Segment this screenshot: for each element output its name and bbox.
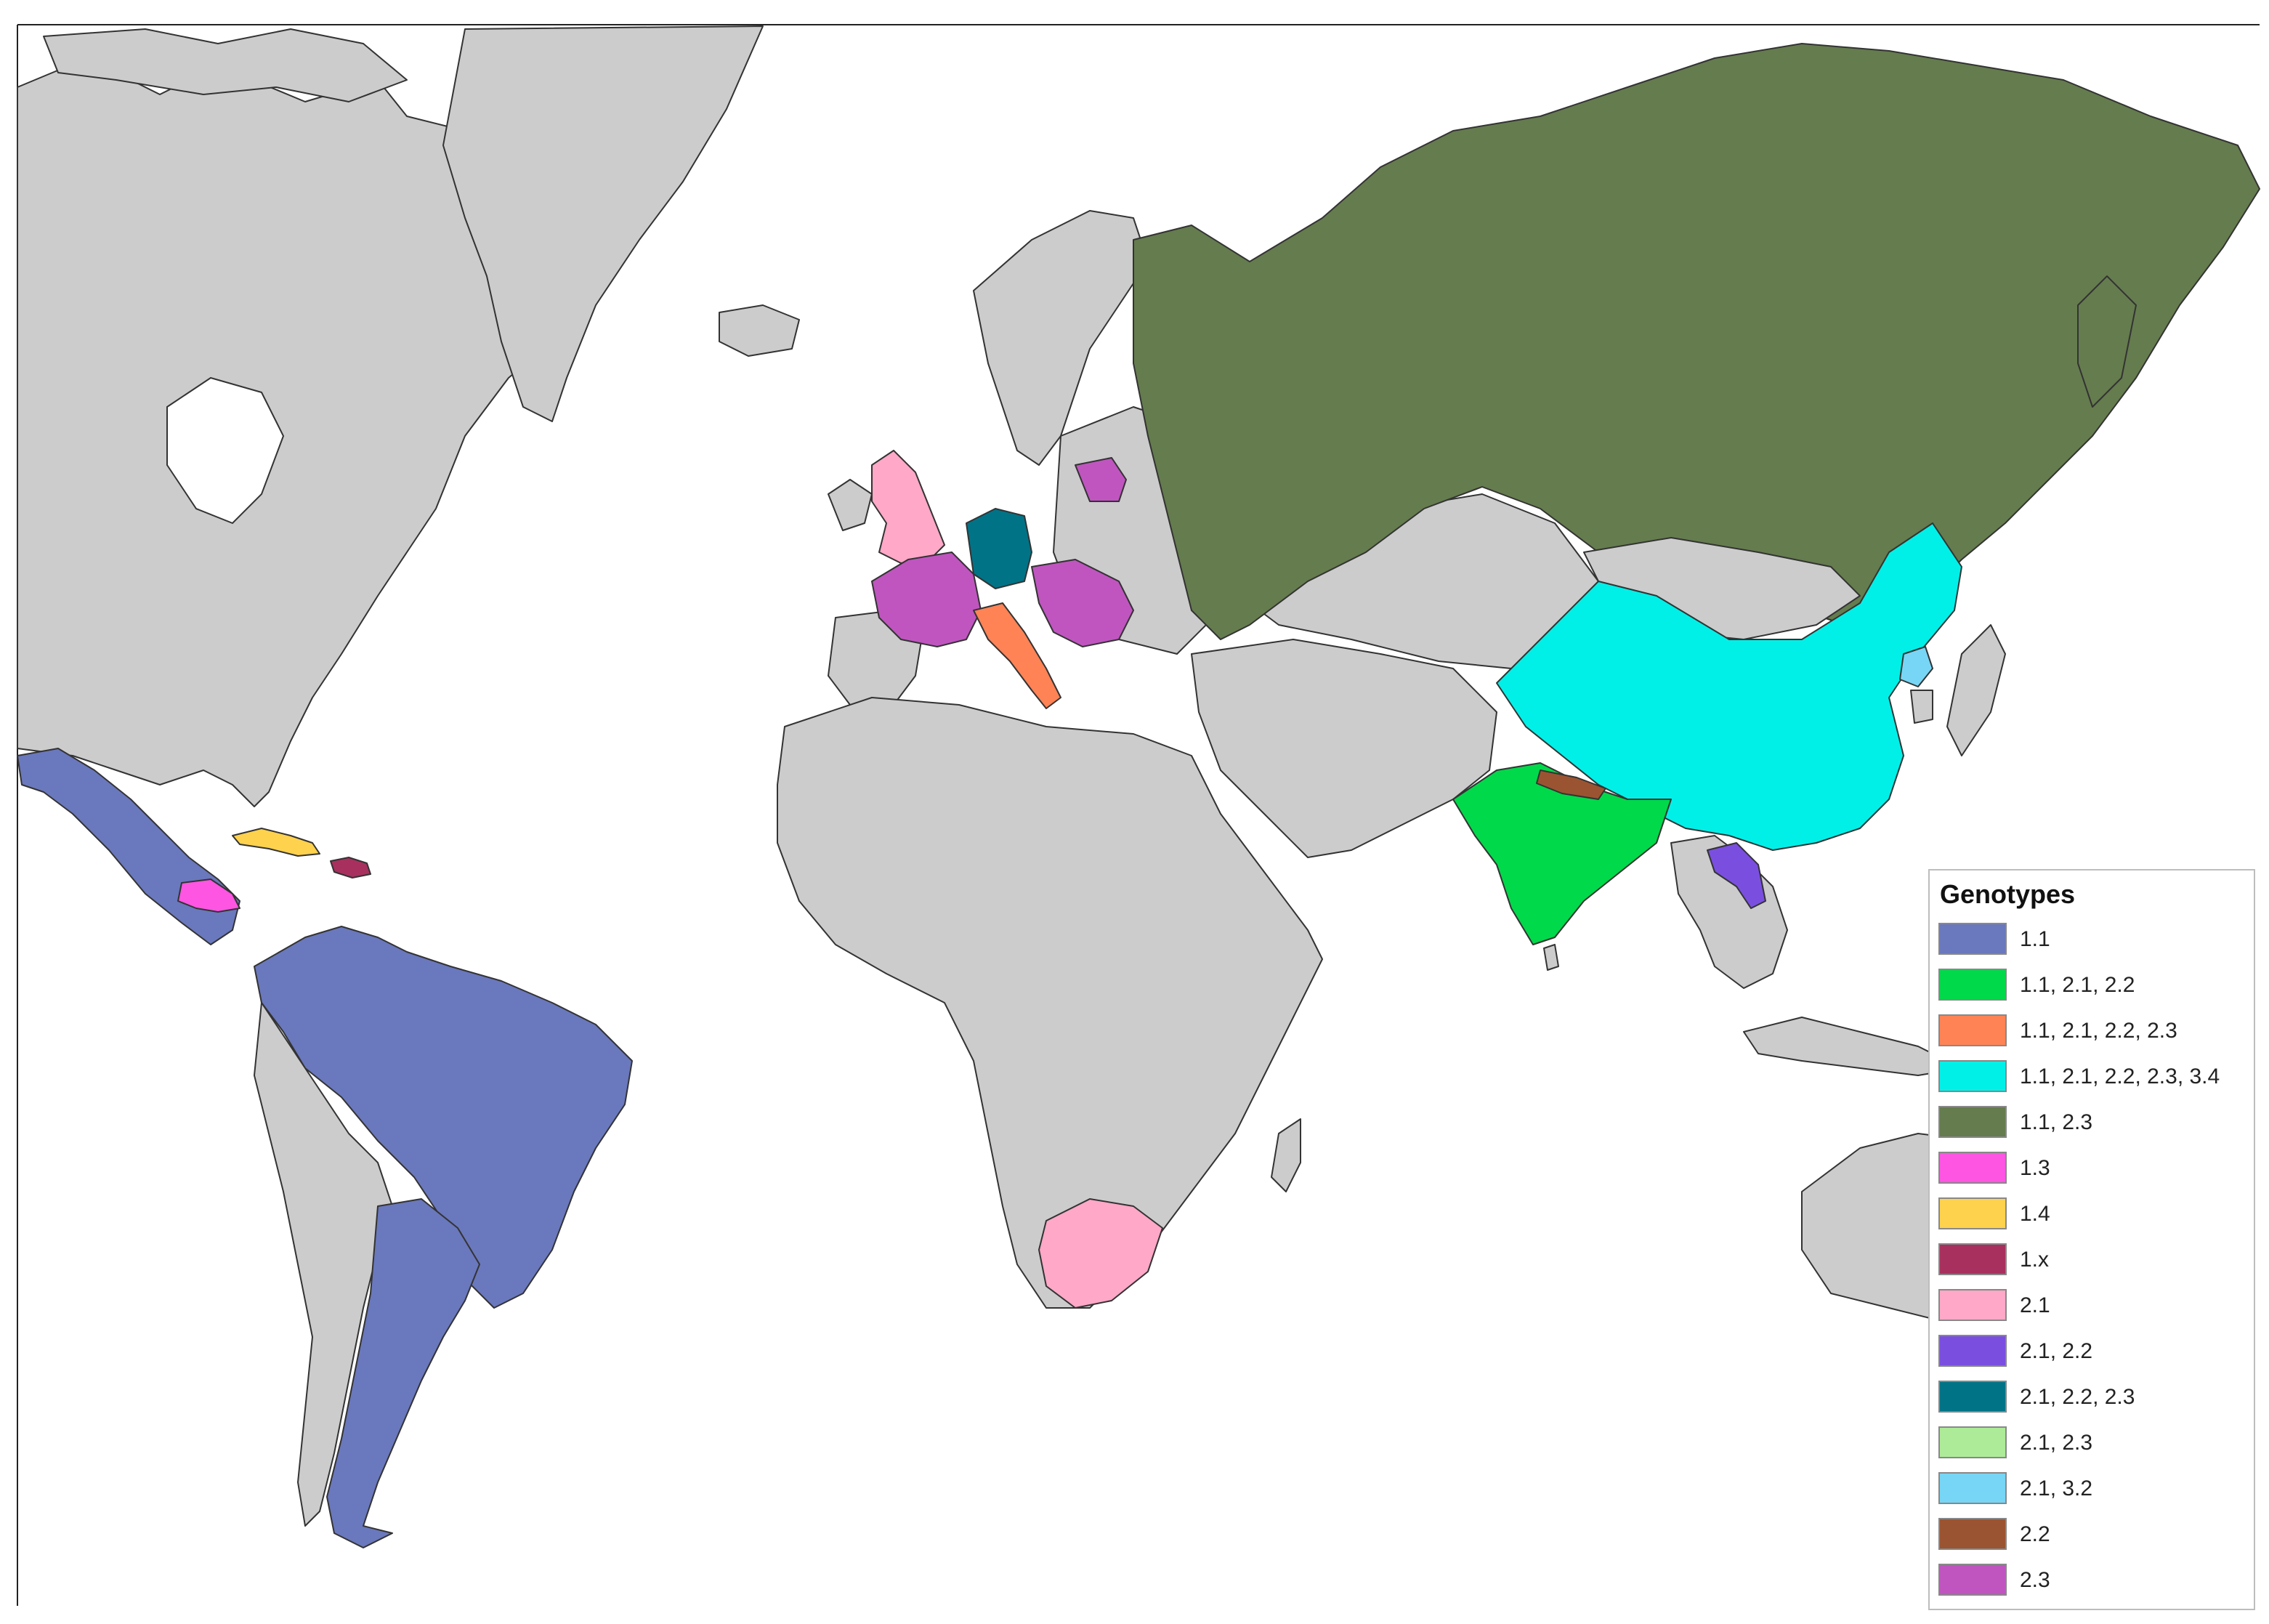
legend-swatch xyxy=(1938,1152,2007,1184)
map-legend: Genotypes 1.1 1.1, 2.1, 2.2 1.1, 2.1, 2.2,… xyxy=(1928,869,2255,1610)
legend-swatch xyxy=(1938,1289,2007,1321)
legend-item: 1.x xyxy=(1938,1243,2251,1278)
legend-item: 1.1, 2.1, 2.2, 2.3, 3.4 xyxy=(1938,1060,2251,1095)
legend-swatch xyxy=(1938,1472,2007,1504)
legend-swatch xyxy=(1938,1564,2007,1596)
legend-item: 1.1, 2.3 xyxy=(1938,1106,2251,1141)
legend-swatch xyxy=(1938,1518,2007,1550)
legend-swatch xyxy=(1938,1060,2007,1092)
legend-item: 2.1, 2.3 xyxy=(1938,1426,2251,1461)
legend-label: 1.4 xyxy=(2020,1202,2050,1227)
legend-item: 1.1, 2.1, 2.2, 2.3 xyxy=(1938,1014,2251,1049)
legend-swatch xyxy=(1938,1381,2007,1413)
region-mexico-central-america xyxy=(17,748,240,945)
land-korea-south xyxy=(1911,690,1933,723)
legend-label: 2.3 xyxy=(2020,1568,2050,1593)
land-scotland-ireland xyxy=(828,480,872,530)
legend-label: 2.2 xyxy=(2020,1522,2050,1547)
land-middle-east xyxy=(1192,639,1497,857)
region-cuba xyxy=(232,828,320,856)
legend-label: 1.1, 2.1, 2.2, 2.3 xyxy=(2020,1019,2177,1043)
region-united-kingdom xyxy=(872,451,945,563)
legend-swatch xyxy=(1938,1335,2007,1367)
legend-label: 1.1 xyxy=(2020,927,2050,952)
legend-label: 2.1, 2.3 xyxy=(2020,1431,2092,1455)
land-iceland xyxy=(719,305,799,356)
legend-label: 1.1, 2.3 xyxy=(2020,1110,2092,1135)
legend-item: 2.1, 3.2 xyxy=(1938,1472,2251,1507)
legend-item: 1.3 xyxy=(1938,1152,2251,1187)
legend-item: 1.4 xyxy=(1938,1197,2251,1232)
legend-item: 2.1 xyxy=(1938,1289,2251,1324)
legend-label: 1.1, 2.1, 2.2, 2.3, 3.4 xyxy=(2020,1065,2220,1089)
legend-item: 1.1 xyxy=(1938,923,2251,958)
land-madagascar xyxy=(1271,1119,1301,1192)
legend-label: 2.1, 2.2, 2.3 xyxy=(2020,1385,2135,1410)
legend-swatch xyxy=(1938,969,2007,1001)
legend-label: 1.x xyxy=(2020,1248,2049,1272)
legend-title: Genotypes xyxy=(1940,879,2075,910)
legend-label: 1.1, 2.1, 2.2 xyxy=(2020,973,2135,998)
legend-label: 2.1, 3.2 xyxy=(2020,1476,2092,1501)
legend-label: 1.3 xyxy=(2020,1156,2050,1181)
legend-item: 2.1, 2.2, 2.3 xyxy=(1938,1381,2251,1415)
legend-label: 2.1, 2.2 xyxy=(2020,1339,2092,1364)
legend-swatch xyxy=(1938,1426,2007,1458)
region-germany xyxy=(966,509,1032,589)
legend-swatch xyxy=(1938,923,2007,955)
legend-swatch xyxy=(1938,1243,2007,1275)
legend-item: 2.3 xyxy=(1938,1564,2251,1599)
legend-item: 1.1, 2.1, 2.2 xyxy=(1938,969,2251,1003)
legend-label: 2.1 xyxy=(2020,1293,2050,1318)
legend-item: 2.2 xyxy=(1938,1518,2251,1553)
legend-item: 2.1, 2.2 xyxy=(1938,1335,2251,1370)
legend-swatch xyxy=(1938,1014,2007,1046)
land-japan xyxy=(1947,625,2005,756)
legend-swatch xyxy=(1938,1197,2007,1229)
legend-swatch xyxy=(1938,1106,2007,1138)
region-hispaniola xyxy=(331,857,371,878)
region-south-africa xyxy=(1039,1199,1162,1308)
land-sri-lanka xyxy=(1544,945,1558,970)
